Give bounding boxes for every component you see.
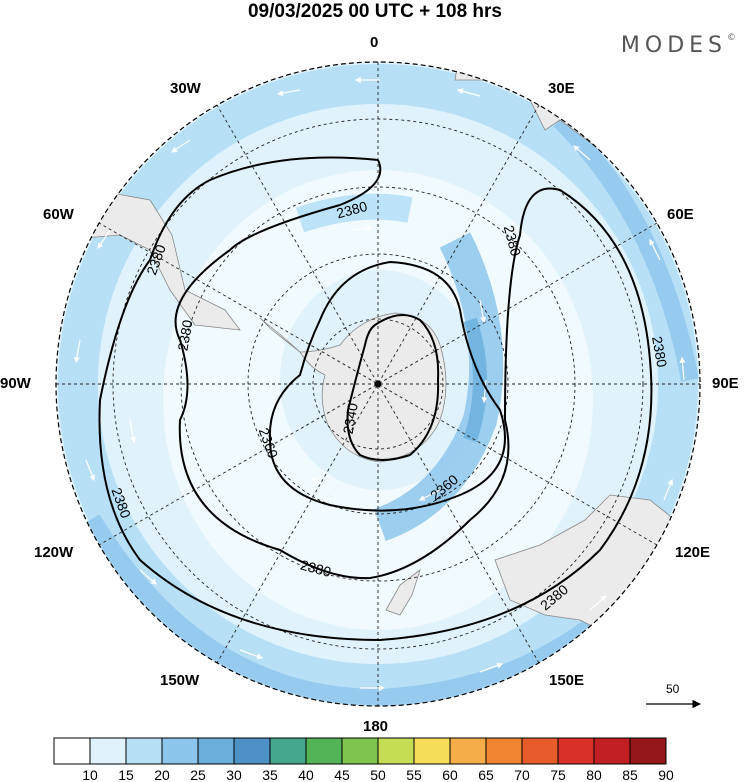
color-scale-label: 40: [298, 767, 314, 782]
wind-arrow: [679, 356, 686, 381]
color-scale-label: 85: [622, 767, 638, 782]
color-scale-label: 90: [658, 767, 674, 782]
color-scale-box: [197, 737, 235, 765]
lon-label-60e: 60E: [667, 206, 694, 223]
contour-2340: [346, 314, 440, 461]
wind-arrow: [456, 88, 481, 97]
modes-logo: MODES©: [621, 33, 736, 58]
map-boundary: [55, 61, 701, 707]
jet-core-east: [553, 113, 699, 382]
brand-text: MODES: [620, 33, 727, 58]
color-scale-label: 30: [226, 767, 242, 782]
color-scale-label: 75: [550, 767, 566, 782]
wind-arrow: [479, 662, 504, 673]
color-scale-box: [413, 737, 451, 765]
color-scale-label: 55: [406, 767, 422, 782]
color-scale-labels: 10 15 20 25 30 35 40 45 50 55 60 65 70 75 80 85 90: [82, 767, 674, 782]
wind-vectors: [73, 77, 686, 691]
color-scale-box: [89, 737, 127, 765]
wind-arrow: [311, 477, 331, 491]
color-scale-label: 50: [370, 767, 386, 782]
color-scale-label: 45: [334, 767, 350, 782]
contour-label: 2380: [299, 557, 333, 581]
wind-arrow: [276, 89, 301, 97]
lon-label-90w: 90W: [0, 375, 31, 392]
copyright-mark: ©: [727, 33, 736, 43]
color-scale-box: [341, 737, 379, 765]
lon-label-150e: 150E: [549, 672, 585, 689]
color-scale-box: [269, 737, 307, 765]
new-zealand: [385, 568, 421, 616]
wind-arrow: [139, 569, 157, 585]
color-scale-label: 25: [190, 767, 206, 782]
color-scale-box: [161, 737, 199, 765]
color-scale-box: [521, 737, 559, 765]
color-scale-box: [305, 737, 343, 765]
antarctic-peninsula: [259, 317, 301, 353]
lon-label-90e: 90E: [712, 375, 739, 392]
color-scale-label: 10: [82, 767, 98, 782]
wind-arrow: [573, 145, 591, 161]
meridian: [98, 222, 658, 546]
wind-arrow: [589, 595, 607, 611]
chart-title: 09/03/2025 00 UTC + 108 hrs: [247, 1, 503, 22]
color-scale-box: [233, 737, 271, 765]
wind-arrow: [97, 229, 111, 249]
lon-label-30w: 30W: [170, 80, 201, 97]
lon-label-30e: 30E: [548, 80, 575, 97]
contour-label: 2340: [340, 402, 361, 436]
wind-arrow: [171, 139, 191, 153]
wind-arrow: [239, 649, 264, 660]
lon-label-60w: 60W: [43, 206, 74, 223]
color-scale-label: 20: [154, 767, 170, 782]
color-scale-box: [593, 737, 631, 765]
color-scale-boxes: [53, 737, 667, 765]
color-scale-box: [557, 737, 595, 765]
color-scale-box: [53, 737, 91, 765]
lon-label-0: 0: [370, 34, 379, 51]
reference-vector-label: 50: [666, 682, 680, 696]
color-scale-box: [629, 737, 667, 765]
color-scale-label: 60: [442, 767, 458, 782]
wind-arrow: [481, 379, 488, 404]
meridian: [98, 222, 658, 546]
stream-north: [295, 193, 413, 233]
color-scale-label: 70: [514, 767, 530, 782]
lon-label-150w: 150W: [160, 672, 200, 689]
color-scale-label: 65: [478, 767, 494, 782]
lon-label-120w: 120W: [34, 544, 74, 561]
lon-label-120e: 120E: [675, 544, 711, 561]
graticule: [56, 62, 700, 706]
wind-arrow: [349, 225, 374, 232]
contours: [98, 156, 653, 642]
contour-label: 2380: [649, 335, 670, 369]
contour-label: 2380: [335, 198, 369, 222]
wind-arrow: [663, 478, 674, 501]
wind-arrow: [129, 419, 137, 444]
wind-arrow: [649, 238, 661, 261]
south-pole-marker: [374, 380, 382, 388]
color-scale-box: [125, 737, 163, 765]
wind-arrow: [73, 339, 81, 364]
jet-ring: [58, 64, 698, 704]
color-scale-box: [485, 737, 523, 765]
stream-90e-core: [463, 317, 487, 443]
color-scale-box: [449, 737, 487, 765]
wind-arrow: [418, 489, 441, 501]
wind-arrow: [85, 459, 96, 482]
wind-arrow: [479, 299, 487, 324]
contour-label: 2380: [174, 318, 195, 352]
contour-label: 2380: [501, 224, 525, 258]
color-scale-box: [377, 737, 415, 765]
lon-label-180: 180: [363, 718, 389, 735]
contour-2360: [268, 260, 506, 512]
color-scale-label: 80: [586, 767, 602, 782]
color-scale-label: 15: [118, 767, 134, 782]
contour-2380: [98, 156, 653, 642]
meridian: [216, 104, 540, 664]
color-scale-label: 35: [262, 767, 278, 782]
meridian: [216, 104, 540, 664]
